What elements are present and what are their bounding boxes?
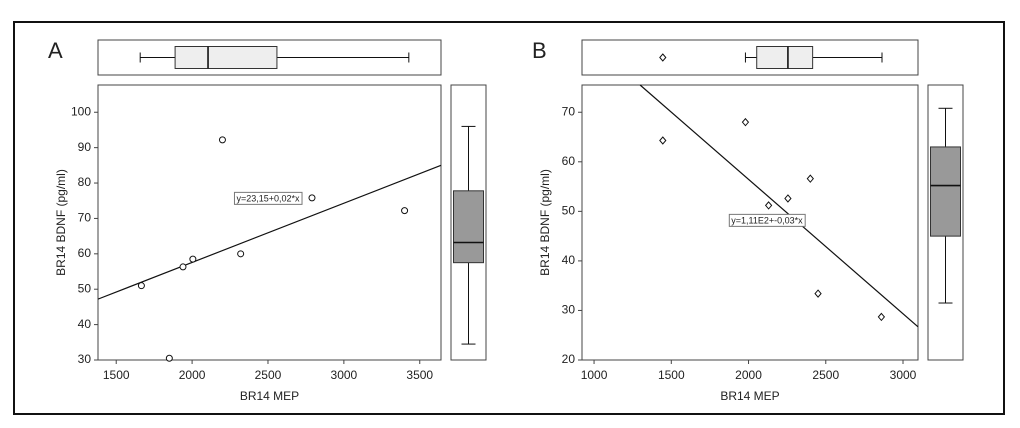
x-tick-label: 3500	[406, 368, 433, 382]
x-axis-label: BR14 MEP	[240, 389, 299, 403]
box	[174, 46, 278, 69]
point	[659, 136, 667, 145]
point	[218, 136, 226, 144]
x-tick-label: 3000	[331, 368, 358, 382]
point	[401, 207, 409, 215]
plot-frame	[97, 84, 442, 361]
panel-label: A	[48, 38, 63, 63]
box	[453, 190, 484, 264]
point	[308, 194, 316, 202]
point	[189, 255, 197, 263]
y-axis-label: BR14 BDNF (pg/ml)	[538, 169, 552, 276]
fit-line	[639, 84, 919, 328]
y-axis-label: BR14 BDNF (pg/ml)	[54, 169, 68, 276]
fit-label: y=1,11E2+-0,03*x	[731, 215, 803, 225]
y-tick-label: 80	[78, 175, 92, 189]
y-tick-label: 50	[78, 281, 92, 295]
y-tick-label: 40	[562, 253, 576, 267]
y-tick-label: 20	[562, 352, 576, 366]
x-tick-label: 3000	[890, 368, 917, 382]
x-tick-label: 2500	[255, 368, 282, 382]
x-tick-label: 2000	[735, 368, 762, 382]
y-tick-label: 70	[78, 211, 92, 225]
point	[784, 194, 792, 203]
fit-label-box	[728, 213, 806, 227]
y-tick-label: 60	[562, 154, 576, 168]
point	[165, 354, 173, 362]
point	[814, 289, 822, 298]
y-tick-label: 40	[78, 317, 92, 331]
y-tick-label: 90	[78, 140, 92, 154]
y-tick-label: 50	[562, 204, 576, 218]
x-axis-label: BR14 MEP	[720, 389, 779, 403]
point	[237, 250, 245, 258]
box	[756, 46, 814, 69]
point	[741, 117, 750, 127]
point	[179, 263, 187, 271]
x-tick-label: 1500	[658, 368, 685, 382]
y-tick-label: 70	[562, 104, 576, 118]
point	[806, 174, 814, 183]
y-tick-label: 100	[71, 104, 91, 118]
y-tick-label: 30	[78, 352, 92, 366]
panel-label: B	[532, 38, 547, 63]
point	[877, 312, 886, 322]
x-tick-label: 1000	[581, 368, 608, 382]
y-tick-label: 30	[562, 303, 576, 317]
fit-line	[97, 164, 442, 300]
x-tick-label: 2500	[812, 368, 839, 382]
y-tick-label: 60	[78, 246, 92, 260]
outlier	[659, 53, 667, 62]
x-tick-label: 2000	[179, 368, 206, 382]
point	[137, 282, 145, 290]
x-tick-label: 1500	[103, 368, 130, 382]
fit-label-box	[233, 191, 303, 205]
point	[764, 201, 773, 210]
box	[930, 146, 961, 237]
fit-label: y=23,15+0,02*x	[236, 193, 300, 203]
